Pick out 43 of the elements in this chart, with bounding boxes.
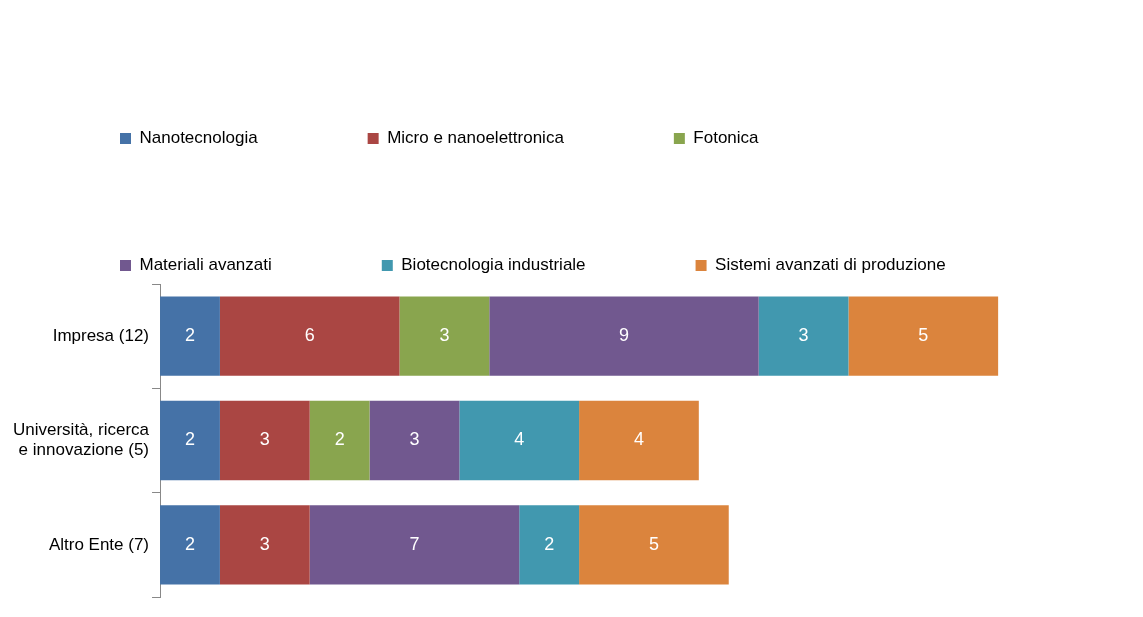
legend-label: Fotonica xyxy=(693,128,760,148)
bar xyxy=(519,505,580,585)
bar xyxy=(160,400,220,481)
data-label: 2 xyxy=(184,325,195,346)
data-label: 7 xyxy=(409,533,420,554)
data-label: 2 xyxy=(184,533,195,554)
data-label: 3 xyxy=(409,429,420,450)
bar xyxy=(309,400,370,481)
data-label: 2 xyxy=(544,533,555,554)
legend-label: Materiali avanzati xyxy=(139,255,272,275)
data-label: 5 xyxy=(648,533,659,554)
data-label: 5 xyxy=(918,325,929,346)
data-label: 3 xyxy=(439,325,450,346)
bar xyxy=(160,505,220,585)
legend-label: Nanotecnologia xyxy=(139,128,259,148)
data-label: 4 xyxy=(633,429,644,450)
bar xyxy=(579,505,729,585)
data-label: 6 xyxy=(304,325,315,346)
y-tick-label: Impresa (12) xyxy=(52,325,150,345)
bar xyxy=(160,296,220,376)
y-tick-label: Università, ricerca e innovazione (5) xyxy=(12,419,150,460)
bar xyxy=(459,400,580,481)
bar xyxy=(309,505,520,585)
legend-label: Biotecnologia industriale xyxy=(401,255,586,275)
data-label: 3 xyxy=(259,429,270,450)
legend-label: Sistemi avanzati di produzione xyxy=(715,255,946,275)
bar xyxy=(369,400,460,481)
data-label: 2 xyxy=(184,429,195,450)
bar xyxy=(848,296,999,376)
data-label: 2 xyxy=(334,429,345,450)
bar xyxy=(219,400,310,481)
data-label: 4 xyxy=(514,429,525,450)
bar xyxy=(579,400,699,481)
y-tick-label: Altro Ente (7) xyxy=(48,534,150,554)
data-label: 3 xyxy=(259,533,270,554)
bar xyxy=(219,505,310,585)
data-label: 3 xyxy=(798,325,809,346)
bar xyxy=(399,296,490,376)
bar xyxy=(489,296,759,376)
legend-label: Micro e nanoelettronica xyxy=(387,128,565,148)
bar xyxy=(219,296,400,376)
data-label: 9 xyxy=(618,325,629,346)
bar xyxy=(758,296,849,376)
